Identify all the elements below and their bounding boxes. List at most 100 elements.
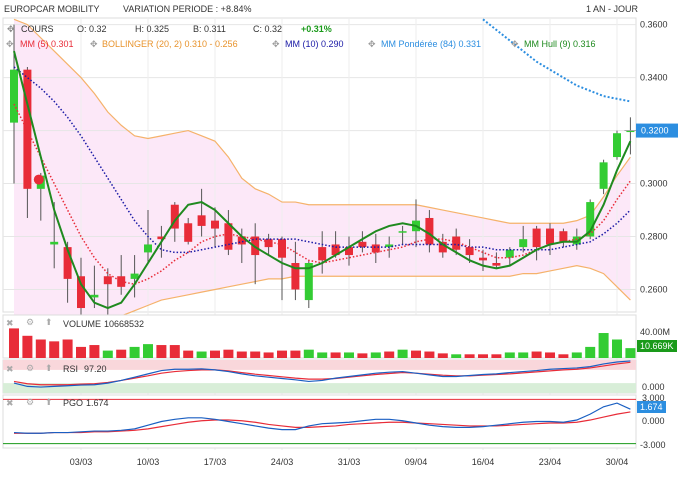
volume-bar [116,349,127,358]
pgo-current-badge: 1.674 [637,401,666,413]
x-tick-label: 30/04 [606,457,629,467]
legend-mm-ponderee[interactable]: MM Pondérée (84) 0.331 [381,39,482,49]
legend-mm-hull[interactable]: MM Hull (9) 0.316 [524,39,596,49]
arrow-up-icon[interactable]: ⬆ [45,317,53,327]
candle-body [184,223,193,242]
volume-bar [531,351,542,358]
volume-bar [250,351,261,358]
candle-body [90,294,99,298]
x-tick-label: 16/04 [472,457,495,467]
volume-bar [169,345,180,358]
volume-bar [451,354,462,358]
pgo-line [13,402,631,434]
settings-icon[interactable]: ✥ [368,39,376,49]
arrow-up-icon[interactable]: ⬆ [45,363,53,373]
y-tick-label: 0.3600 [640,20,668,30]
quote-change: +0.31% [301,24,332,34]
candle-body [318,247,327,261]
gear-icon[interactable]: ⚙ [26,397,35,407]
volume-bar [62,339,73,358]
x-tick-label: 24/03 [271,457,294,467]
quote-low: B: 0.311 [193,24,226,34]
pgo-tick-zero: 0.000 [642,416,665,426]
candle-body [10,69,18,123]
volume-bar [478,354,488,358]
volume-bar [370,352,381,358]
legend-bollinger[interactable]: BOLLINGER (20, 2) 0.310 - 0.256 [102,39,238,49]
candle-body [479,257,487,261]
candle-body [251,236,260,256]
candle-body [50,241,59,245]
settings-icon[interactable]: ✥ [511,39,519,49]
volume-bar [464,354,475,358]
volume-bar [290,350,301,358]
close-icon[interactable]: ✖ [6,364,14,374]
volume-bar [236,351,247,358]
x-tick-label: 23/04 [539,457,562,467]
volume-value: 10668532 [104,319,145,329]
volume-bar [545,352,555,358]
x-tick-label: 10/03 [137,457,160,467]
rsi-value: 97.20 [84,364,107,374]
gear-icon[interactable]: ⚙ [26,363,35,373]
last-price-badge [636,123,678,138]
volume-bar [22,335,33,358]
volume-bar [317,352,328,358]
volume-bar [518,352,529,358]
candle-body [77,276,85,309]
gear-icon[interactable]: ⚙ [26,317,35,327]
candle-body [170,204,179,229]
quote-high: H: 0.325 [135,24,170,34]
x-tick-label: 03/03 [70,457,93,467]
volume-bar [504,352,515,358]
quote-close: C: 0.32 [253,24,283,34]
settings-icon[interactable]: ✥ [272,39,280,49]
volume-bar [183,350,194,358]
pgo-value: 1.674 [86,398,109,408]
candle-body [452,236,461,250]
quote-label: COURS [21,24,54,34]
legend-mm5[interactable]: MM (5) 0.301 [20,39,74,49]
candle-body [385,244,394,248]
volume-bar [196,351,207,358]
settings-icon[interactable]: ✥ [90,39,98,49]
volume-bar [344,352,354,358]
volume-bar [76,346,86,358]
candle-body [197,215,206,226]
volume-bar [424,351,435,358]
close-icon[interactable]: ✖ [6,398,14,408]
candle-body [224,223,233,250]
pgo-tick-top: 3.000 [642,393,665,403]
volume-bar [89,345,100,358]
rsi-label: RSI [63,364,79,374]
x-tick-label: 17/03 [204,457,227,467]
candle-body [331,244,340,256]
rsi-line [13,360,631,388]
settings-icon[interactable]: ✥ [6,39,14,49]
candle-body [532,228,541,248]
candle-body [63,247,72,279]
candle-body [626,130,635,133]
volume-bar [437,353,448,358]
y-tick-label: 0.3400 [640,73,668,83]
candle-body [465,247,474,256]
last-price-label: 0.3200 [641,126,669,136]
candle-body [559,231,568,242]
candle-body [237,236,246,245]
close-icon[interactable]: ✖ [6,318,14,328]
candle-body [130,273,139,279]
candle-body [613,133,621,158]
candle-body [398,231,407,233]
volume-bar [49,341,60,358]
volume-bar [491,354,502,358]
period-selector[interactable]: 1 AN - JOUR [586,4,639,14]
candle-body [438,241,447,253]
volume-bar [571,352,582,358]
legend-mm10[interactable]: MM (10) 0.290 [285,39,344,49]
volume-bar [143,344,153,358]
y-tick-label: 0.3000 [640,179,668,189]
volume-bar [625,348,636,358]
arrow-up-icon[interactable]: ⬆ [45,397,53,407]
volume-bar [598,333,609,358]
chart-header: EUROPCAR MOBILITY VARIATION PERIODE : +8… [0,0,678,18]
